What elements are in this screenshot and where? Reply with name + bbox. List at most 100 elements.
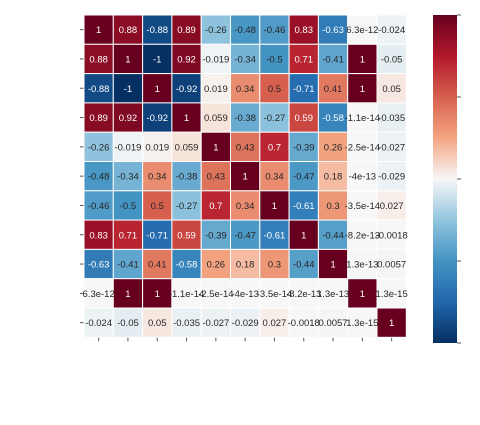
cell-value-label: 0.5 (268, 84, 281, 95)
heatmap-cell (83, 307, 114, 338)
cell-value-label: -0.019 (202, 54, 229, 65)
row-tick-marks (80, 29, 84, 324)
heatmap-cell (288, 14, 319, 45)
cell-value-label: -0.26 (88, 142, 110, 153)
cell-value-label: 0.7 (268, 142, 281, 153)
heatmap-cell (288, 161, 319, 192)
cell-value-label: -0.029 (378, 172, 405, 183)
cell-value-label: 0.18 (324, 172, 343, 183)
cell-value-label: -0.71 (146, 230, 168, 241)
heatmap-cell (142, 190, 173, 221)
cell-value-label: -0.88 (88, 84, 110, 95)
cell-value-label: 1 (360, 54, 365, 65)
cell-value-label: 1 (184, 113, 189, 124)
cell-value-label: 0.41 (324, 84, 343, 95)
heatmap-cell (376, 161, 407, 192)
cell-value-label: 0.26 (324, 142, 343, 153)
heatmap-cell (230, 161, 261, 192)
heatmap-cell (376, 307, 407, 338)
column-tick-marks (98, 337, 393, 342)
cell-value-label: -3.5e-14 (345, 201, 380, 212)
cell-value-label: -0.47 (234, 230, 256, 241)
cell-value-label: 1 (389, 318, 394, 329)
heatmap-cell (288, 248, 319, 280)
heatmap-cell (259, 219, 290, 250)
cell-value-label: -0.63 (88, 260, 110, 271)
cell-value-label: 0.26 (207, 260, 226, 271)
cell-value-label: 1 (125, 289, 130, 300)
heatmap-cell (230, 307, 261, 338)
cell-value-label: 0.88 (89, 54, 108, 65)
cell-value-label: -0.39 (293, 142, 315, 153)
heatmap-cell (171, 219, 202, 250)
heatmap-cell (288, 73, 319, 104)
heatmap-cell (347, 102, 378, 133)
cell-value-label: -0.63 (322, 25, 344, 36)
cell-value-label: 0.05 (148, 318, 167, 329)
colorbar (433, 14, 461, 344)
cell-value-label: -0.58 (176, 260, 198, 271)
cell-value-label: 1 (213, 142, 218, 153)
cell-value-label: 1 (272, 201, 277, 212)
cell-value-label: 1 (155, 84, 160, 95)
cell-value-label: -0.26 (205, 25, 227, 36)
heatmap-cell (317, 248, 349, 280)
cell-value-label: 1.3e-13 (346, 260, 378, 271)
cell-value-label: -0.029 (232, 318, 259, 329)
heatmap-cell (112, 43, 144, 75)
cell-value-label: 1 (360, 289, 365, 300)
cell-value-label: -0.34 (117, 172, 139, 183)
cell-value-label: -0.48 (234, 25, 256, 36)
cell-value-label: 0.59 (177, 230, 196, 241)
heatmap-cell (259, 307, 290, 338)
cell-value-label: -0.0018 (288, 318, 320, 329)
cell-value-label: -1.1e-14 (345, 113, 380, 124)
heatmap-cell (376, 278, 407, 309)
cell-value-label: 0.3 (326, 201, 339, 212)
heatmap-cell (230, 190, 261, 221)
heatmap-cell (259, 43, 290, 75)
cell-value-label: 0.027 (263, 318, 287, 329)
cell-value-label: 0.34 (236, 84, 255, 95)
cell-value-label: 1 (96, 25, 101, 36)
cell-value-label: 0.7 (209, 201, 222, 212)
heatmap-cell (317, 102, 349, 133)
heatmap-cell (317, 131, 349, 162)
heatmap-cell (200, 248, 231, 280)
cell-value-label: -3.5e-14 (257, 289, 292, 300)
cell-value-label: 0.83 (89, 230, 108, 241)
cell-value-label: -2.5e-14 (345, 142, 380, 153)
cell-value-label: 1 (330, 260, 335, 271)
cell-value-label: -0.0018 (376, 230, 408, 241)
cell-value-label: -0.44 (293, 260, 315, 271)
cell-value-label: 1 (243, 172, 248, 183)
cell-value-label: -0.44 (322, 230, 344, 241)
heatmap-cell (288, 43, 319, 75)
cell-value-label: 0.34 (265, 172, 284, 183)
cell-value-label: 0.0057 (377, 260, 406, 271)
heatmap-cell (171, 131, 202, 162)
cell-value-label: -0.27 (264, 113, 286, 124)
heatmap-cell (200, 307, 231, 338)
heatmap-cell (112, 161, 144, 192)
heatmap-cell (112, 307, 144, 338)
cell-value-label: -0.48 (88, 172, 110, 183)
cell-value-label: 0.59 (295, 113, 314, 124)
cell-value-label: -0.61 (293, 201, 315, 212)
cell-value-label: 1 (155, 289, 160, 300)
cell-value-label: -0.92 (176, 84, 198, 95)
heatmap-cell (288, 131, 319, 162)
cell-value-label: -0.05 (381, 54, 403, 65)
colorbar-gradient (433, 15, 457, 343)
cell-value-label: -0.024 (85, 318, 112, 329)
cell-value-label: -1 (153, 54, 161, 65)
heatmap-cell (142, 43, 173, 75)
cell-value-label: 0.41 (148, 260, 167, 271)
cell-value-label: 1 (125, 54, 130, 65)
cell-value-label: -0.92 (146, 113, 168, 124)
heatmap-cell (83, 73, 114, 104)
heatmap-cell (142, 161, 173, 192)
cell-value-label: -0.5 (266, 54, 282, 65)
heatmap-cell (142, 278, 173, 309)
cell-value-label: 0.019 (145, 142, 169, 153)
